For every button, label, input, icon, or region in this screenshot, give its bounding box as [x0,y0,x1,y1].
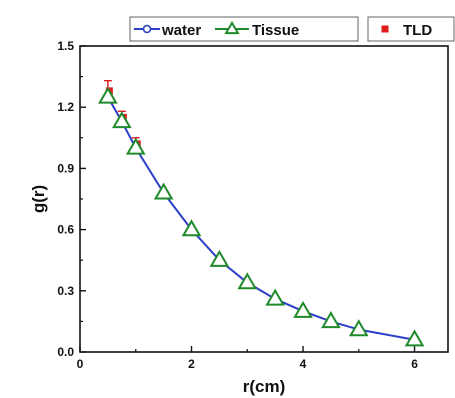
tissue-point [293,300,313,318]
series-water [103,92,419,345]
tissue-point [125,137,146,155]
legend: water Tissue TLD [129,16,455,42]
tissue-point [153,182,174,200]
tissue-point [265,288,285,306]
axis-ticks: 0 2 4 6 0.0 0.3 0.6 0.9 1.2 1.5 [57,39,418,371]
legend-water-marker [142,24,152,34]
y-tick-label: 0.9 [57,161,74,175]
legend-tld-marker [381,25,389,33]
y-tick-label: 0.0 [57,345,74,359]
water-line [107,96,415,341]
tissue-point [237,272,258,290]
x-tick-label: 4 [300,357,307,371]
x-axis-label: r(cm) [243,377,286,396]
x-tick-label: 6 [411,357,418,371]
legend-tld-label: TLD [403,22,432,39]
y-axis-label: g(r) [29,185,48,213]
y-tick-label: 0.3 [57,284,74,298]
series-layer [98,79,425,347]
tissue-point [348,319,369,337]
tissue-point [321,311,341,329]
series-tld [103,79,420,346]
x-tick-label: 0 [77,357,84,371]
legend-tissue-marker [224,20,240,35]
plot-frame [79,45,449,353]
tissue-point [181,219,202,237]
x-tick-label: 2 [188,357,195,371]
y-tick-label: 1.2 [57,100,74,114]
y-tick-label: 0.6 [57,223,74,237]
series-tissue [98,86,425,347]
tissue-point [404,329,425,347]
legend-tissue-label: Tissue [252,22,299,39]
y-tick-label: 1.5 [57,39,74,53]
tissue-point [209,249,230,267]
legend-water-label: water [161,22,201,39]
tissue-point [111,111,132,129]
tissue-point [98,86,118,104]
